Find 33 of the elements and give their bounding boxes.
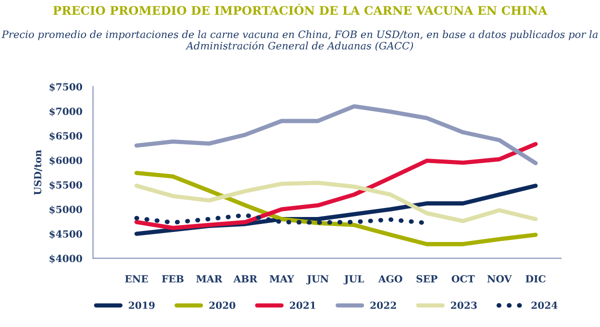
legend-label: 2019 [128,302,155,309]
y-tick-label: $4500 [50,230,82,239]
y-axis-title: USD/ton [34,150,42,195]
line-series [134,142,538,230]
y-tick-label: $6000 [50,156,82,166]
x-tick-label: JUL [344,275,364,284]
x-tick-label: MAR [196,275,222,282]
x-tick-label: AGO [378,275,402,283]
legend-label: 2022 [370,302,396,309]
x-tick-label: SEP [416,275,438,283]
y-tick-label: $5000 [50,206,82,214]
legend-label: 2023 [450,302,477,309]
y-tick-label: $7500 [50,82,82,92]
x-tick-label: NOV [487,275,512,283]
line-series [134,180,538,224]
x-tick-label: ENE [125,275,148,282]
y-tick-label: $4000 [50,254,82,264]
legend-label: 2020 [209,302,236,309]
legend-label: 2024 [531,302,558,309]
line-series [134,104,538,166]
x-tick-label: OCT [452,275,475,283]
x-tick-label: JUN [306,275,329,284]
y-tick-label: $5500 [50,181,82,190]
y-tick-label: $6500 [50,132,82,141]
y-tick-label: $7000 [50,107,82,116]
x-tick-label: MAY [270,275,294,282]
legend-label: 2021 [290,302,316,309]
x-tick-label: DIC [526,275,546,283]
chart-title: PRECIO PROMEDIO DE IMPORTACIÓN DE LA CARNE VACUNA EN CHINA [53,4,548,15]
chart-subtitle: Precio promedio de importaciones de la carne vacuna en China, FOB en USD/ton, en base a datos publicados por la Administración General de Aduanas (GACC) [2,30,598,51]
line-series [134,170,538,246]
x-tick-label: ABR [233,275,258,282]
x-tick-label: FEB [162,275,184,282]
